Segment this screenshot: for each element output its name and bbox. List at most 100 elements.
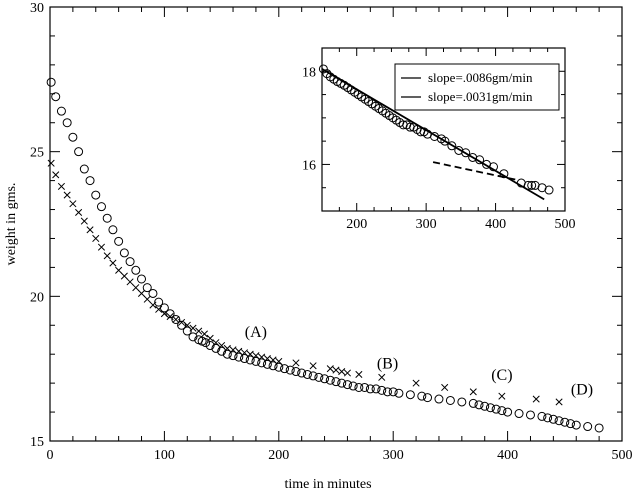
data-point-cross (189, 324, 197, 332)
data-point-cross (355, 370, 363, 379)
data-point-cross (252, 352, 260, 360)
inset-y-tick-label: 18 (302, 65, 316, 80)
data-point-circle (108, 225, 118, 235)
data-point-circle (291, 367, 301, 377)
data-point-circle (201, 338, 211, 348)
data-point-circle (554, 416, 564, 426)
data-point-cross (137, 289, 146, 297)
data-point-cross (212, 339, 220, 347)
data-point-circle (285, 365, 295, 375)
data-point-cross (343, 369, 351, 377)
data-point-cross (86, 226, 94, 234)
data-point-circle (114, 236, 124, 246)
data-point-cross (103, 252, 111, 260)
data-point-cross (263, 354, 271, 363)
inset-data-point-circle (440, 136, 450, 146)
data-point-cross (223, 344, 231, 352)
y-tick-label: 25 (30, 146, 44, 161)
data-point-circle (325, 375, 335, 385)
data-point-cross (47, 159, 55, 167)
data-point-cross (326, 365, 334, 373)
data-point-circle (251, 356, 261, 366)
data-point-circle (125, 257, 135, 267)
data-point-circle (331, 377, 341, 387)
inset-data-point-circle (544, 185, 554, 195)
data-point-circle (74, 147, 84, 157)
data-point-circle (417, 391, 427, 401)
data-point-circle (537, 411, 547, 421)
data-point-circle (382, 387, 392, 397)
data-point-circle (445, 395, 455, 405)
data-point-circle (497, 406, 507, 416)
data-point-circle (337, 378, 347, 388)
data-point-circle (525, 410, 535, 420)
inset-y-tick-label: 16 (302, 158, 316, 173)
data-point-cross (69, 200, 77, 208)
data-point-cross (555, 398, 563, 406)
data-point-circle (234, 352, 244, 362)
data-point-circle (228, 351, 238, 361)
data-point-circle (91, 190, 101, 200)
data-point-circle (594, 423, 604, 433)
data-point-circle (365, 384, 375, 394)
data-point-cross (498, 392, 506, 400)
data-point-cross (441, 383, 449, 392)
data-point-cross (229, 346, 237, 354)
data-point-cross (80, 217, 88, 225)
data-point-circle (342, 380, 352, 390)
x-tick-label: 100 (154, 448, 175, 463)
data-point-cross (532, 395, 540, 403)
data-point-cross (195, 327, 203, 335)
data-point-cross (218, 341, 226, 350)
inset-data-point-circle (447, 141, 457, 151)
x-tick-label: 300 (383, 448, 404, 463)
data-point-circle (142, 283, 152, 293)
inset-data-point-circle (527, 180, 537, 190)
inset-x-tick-label: 400 (485, 217, 506, 232)
data-point-circle (320, 374, 330, 384)
data-point-cross (75, 208, 83, 216)
data-point-cross (178, 318, 186, 326)
data-point-circle (371, 384, 381, 394)
data-point-cross (92, 234, 100, 243)
data-point-cross (412, 379, 420, 387)
data-point-circle (457, 397, 467, 407)
data-point-cross (166, 313, 174, 321)
data-point-circle (280, 364, 290, 374)
data-point-circle (257, 358, 267, 368)
data-point-cross (57, 182, 65, 190)
data-point-circle (154, 297, 164, 307)
data-point-circle (543, 413, 553, 423)
data-point-circle (268, 361, 278, 371)
data-point-circle (302, 369, 312, 379)
data-point-circle (377, 385, 387, 395)
annotation-label: (A) (245, 324, 267, 341)
data-point-cross (63, 191, 71, 199)
data-point-circle (68, 132, 78, 142)
data-point-cross (338, 368, 346, 376)
data-point-circle (548, 414, 558, 424)
data-point-cross (258, 353, 266, 361)
inset-x-tick-label: 200 (346, 217, 367, 232)
data-point-circle (514, 409, 524, 419)
data-point-circle (423, 393, 433, 403)
data-point-cross (97, 243, 106, 251)
data-point-circle (46, 77, 56, 87)
data-point-cross (275, 357, 283, 365)
data-point-cross (155, 305, 163, 313)
data-point-circle (239, 354, 249, 364)
data-point-circle (405, 390, 415, 400)
legend-label: slope=.0031gm/min (428, 89, 533, 104)
data-point-circle (119, 248, 129, 258)
annotation-label: (B) (377, 356, 398, 373)
data-point-circle (188, 332, 198, 342)
data-point-circle (56, 106, 66, 116)
data-point-circle (394, 388, 404, 398)
data-point-circle (148, 288, 158, 298)
data-point-circle (262, 359, 272, 369)
data-point-circle (491, 404, 501, 414)
data-point-cross (120, 272, 128, 280)
x-tick-label: 0 (47, 448, 54, 463)
x-tick-label: 400 (497, 448, 518, 463)
